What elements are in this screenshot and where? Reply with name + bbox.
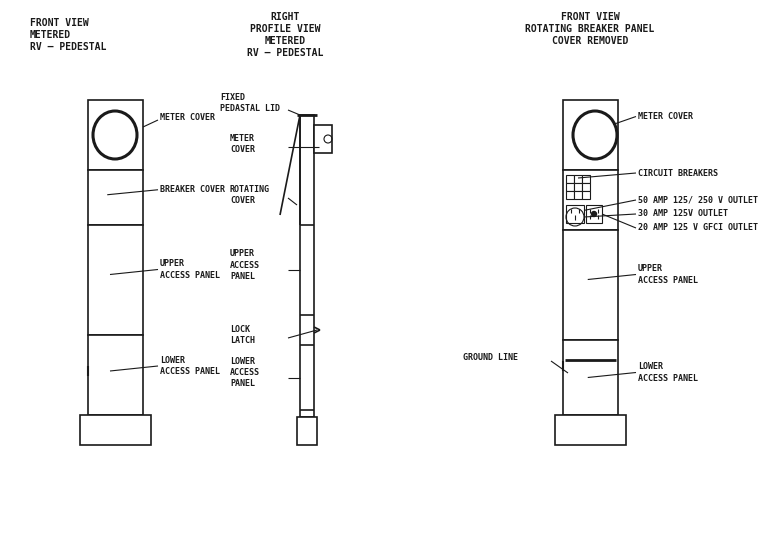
Text: RV – PEDESTAL: RV – PEDESTAL bbox=[30, 42, 106, 52]
Text: UPPER
ACCESS PANEL: UPPER ACCESS PANEL bbox=[638, 264, 698, 285]
Bar bbox=[555, 415, 626, 445]
Text: UPPER
ACCESS
PANEL: UPPER ACCESS PANEL bbox=[230, 249, 260, 281]
Text: METER COVER: METER COVER bbox=[638, 112, 693, 121]
Text: COVER REMOVED: COVER REMOVED bbox=[552, 36, 629, 46]
Text: FRONT VIEW: FRONT VIEW bbox=[30, 18, 89, 28]
Text: RIGHT: RIGHT bbox=[271, 12, 299, 22]
Bar bbox=[563, 340, 618, 415]
Circle shape bbox=[591, 212, 597, 217]
Bar bbox=[88, 335, 143, 415]
Bar bbox=[566, 205, 584, 223]
Text: LOWER
ACCESS PANEL: LOWER ACCESS PANEL bbox=[160, 356, 220, 376]
Text: LOWER
ACCESS PANEL: LOWER ACCESS PANEL bbox=[638, 362, 698, 383]
Bar bbox=[563, 100, 618, 170]
Text: UPPER
ACCESS PANEL: UPPER ACCESS PANEL bbox=[160, 259, 220, 280]
Bar bbox=[314, 125, 332, 153]
Text: METERED: METERED bbox=[30, 30, 71, 40]
Text: PROFILE VIEW: PROFILE VIEW bbox=[250, 24, 320, 34]
Text: 30 AMP 125V OUTLET: 30 AMP 125V OUTLET bbox=[638, 210, 728, 219]
Bar bbox=[88, 170, 143, 225]
Bar bbox=[582, 183, 590, 191]
Text: METERED: METERED bbox=[264, 36, 306, 46]
Bar bbox=[566, 175, 574, 183]
Text: ROTATING
COVER: ROTATING COVER bbox=[230, 185, 270, 205]
Bar bbox=[582, 175, 590, 183]
Text: METER
COVER: METER COVER bbox=[230, 134, 255, 154]
Bar bbox=[574, 191, 582, 199]
Text: CIRCUIT BREAKERS: CIRCUIT BREAKERS bbox=[638, 168, 718, 177]
Bar bbox=[574, 183, 582, 191]
Bar bbox=[586, 205, 602, 223]
Text: FRONT VIEW: FRONT VIEW bbox=[561, 12, 619, 22]
Text: ROTATING BREAKER PANEL: ROTATING BREAKER PANEL bbox=[525, 24, 654, 34]
Bar bbox=[88, 100, 143, 170]
Bar bbox=[566, 191, 574, 199]
Text: BREAKER COVER: BREAKER COVER bbox=[160, 185, 225, 194]
Bar bbox=[563, 170, 618, 230]
Text: LOWER
ACCESS
PANEL: LOWER ACCESS PANEL bbox=[230, 357, 260, 388]
Bar bbox=[80, 415, 151, 445]
Text: 50 AMP 125/ 250 V OUTLET: 50 AMP 125/ 250 V OUTLET bbox=[638, 196, 758, 205]
Bar bbox=[582, 191, 590, 199]
Bar bbox=[574, 175, 582, 183]
Text: FIXED
PEDASTAL LID: FIXED PEDASTAL LID bbox=[220, 93, 280, 113]
Text: METER COVER: METER COVER bbox=[160, 114, 215, 123]
Text: GROUND LINE: GROUND LINE bbox=[463, 354, 518, 362]
Bar bbox=[563, 230, 618, 340]
Text: 20 AMP 125 V GFCI OUTLET: 20 AMP 125 V GFCI OUTLET bbox=[638, 224, 758, 233]
Text: LOCK
LATCH: LOCK LATCH bbox=[230, 325, 255, 345]
Bar bbox=[566, 183, 574, 191]
Bar bbox=[297, 417, 317, 445]
Bar bbox=[300, 115, 314, 417]
Text: RV – PEDESTAL: RV – PEDESTAL bbox=[247, 48, 323, 58]
Bar bbox=[88, 225, 143, 335]
